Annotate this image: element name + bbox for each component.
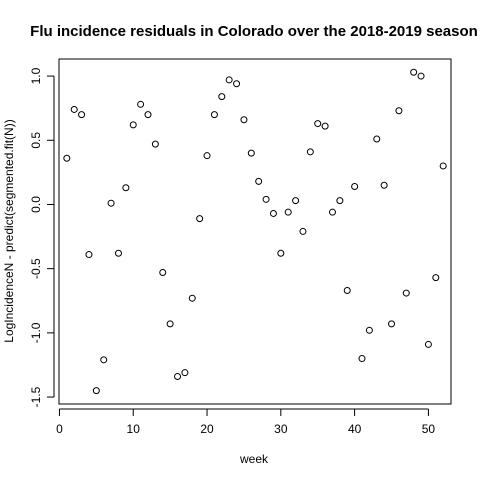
data-point bbox=[328, 208, 336, 216]
data-point bbox=[114, 249, 122, 257]
data-point bbox=[240, 116, 248, 124]
y-tick-label: -0.5 bbox=[29, 258, 43, 279]
data-point bbox=[100, 356, 108, 364]
data-point bbox=[255, 177, 263, 185]
data-point bbox=[343, 286, 351, 294]
data-point bbox=[151, 140, 159, 148]
data-point bbox=[218, 93, 226, 101]
data-point bbox=[85, 251, 93, 259]
data-point bbox=[166, 320, 174, 328]
y-tick-label: 0.5 bbox=[29, 132, 43, 149]
data-point bbox=[284, 208, 292, 216]
data-point bbox=[269, 209, 277, 217]
data-point bbox=[159, 269, 167, 277]
data-point bbox=[306, 148, 314, 156]
data-point bbox=[351, 182, 359, 190]
data-point bbox=[277, 249, 285, 257]
data-point bbox=[196, 215, 204, 223]
y-tick-label: 1.0 bbox=[29, 67, 43, 84]
data-point bbox=[129, 121, 137, 129]
data-point bbox=[424, 340, 432, 348]
data-point bbox=[137, 100, 145, 108]
x-axis: 0 10 20 30 40 50 bbox=[56, 408, 436, 436]
data-point bbox=[70, 105, 78, 113]
data-point bbox=[402, 289, 410, 297]
data-point bbox=[358, 355, 366, 363]
data-point bbox=[188, 294, 196, 302]
data-point bbox=[92, 387, 100, 395]
data-point bbox=[439, 162, 447, 170]
x-tick-label: 10 bbox=[127, 422, 141, 436]
data-point bbox=[122, 184, 130, 192]
data-point bbox=[395, 107, 403, 115]
x-tick-label: 40 bbox=[348, 422, 362, 436]
data-point bbox=[181, 369, 189, 377]
y-axis: -1.5 -1.0 -0.5 0.0 0.5 1.0 bbox=[29, 67, 55, 407]
data-point bbox=[144, 111, 152, 119]
data-point bbox=[262, 195, 270, 203]
data-point bbox=[380, 181, 388, 189]
data-point bbox=[233, 80, 241, 88]
data-point bbox=[292, 197, 300, 205]
x-tick-label: 30 bbox=[274, 422, 288, 436]
x-tick-label: 0 bbox=[56, 422, 63, 436]
x-axis-label: week bbox=[239, 452, 269, 466]
y-tick-label: -1.5 bbox=[29, 386, 43, 407]
data-point bbox=[78, 111, 86, 119]
x-tick-label: 50 bbox=[422, 422, 436, 436]
data-point bbox=[432, 274, 440, 282]
data-point bbox=[410, 68, 418, 76]
data-point bbox=[388, 320, 396, 328]
x-tick-label: 20 bbox=[200, 422, 214, 436]
data-point bbox=[299, 227, 307, 235]
data-point bbox=[174, 373, 182, 381]
data-point bbox=[373, 135, 381, 143]
data-point bbox=[63, 154, 71, 162]
y-axis-label: LogIncidenceN - predict(segmented.fit(N)… bbox=[2, 119, 16, 342]
data-point bbox=[203, 152, 211, 160]
data-point bbox=[210, 111, 218, 119]
plot-frame bbox=[58, 58, 452, 405]
data-point bbox=[336, 197, 344, 205]
data-point bbox=[247, 149, 255, 157]
y-tick-label: 0.0 bbox=[29, 196, 43, 213]
data-point bbox=[365, 326, 373, 334]
data-point bbox=[107, 199, 115, 207]
data-points bbox=[63, 68, 447, 395]
data-point bbox=[225, 76, 233, 84]
data-point bbox=[321, 122, 329, 130]
y-tick-label: -1.0 bbox=[29, 322, 43, 343]
data-point bbox=[314, 120, 322, 128]
chart-title: Flu incidence residuals in Colorado over… bbox=[30, 23, 478, 40]
data-point bbox=[417, 72, 425, 80]
